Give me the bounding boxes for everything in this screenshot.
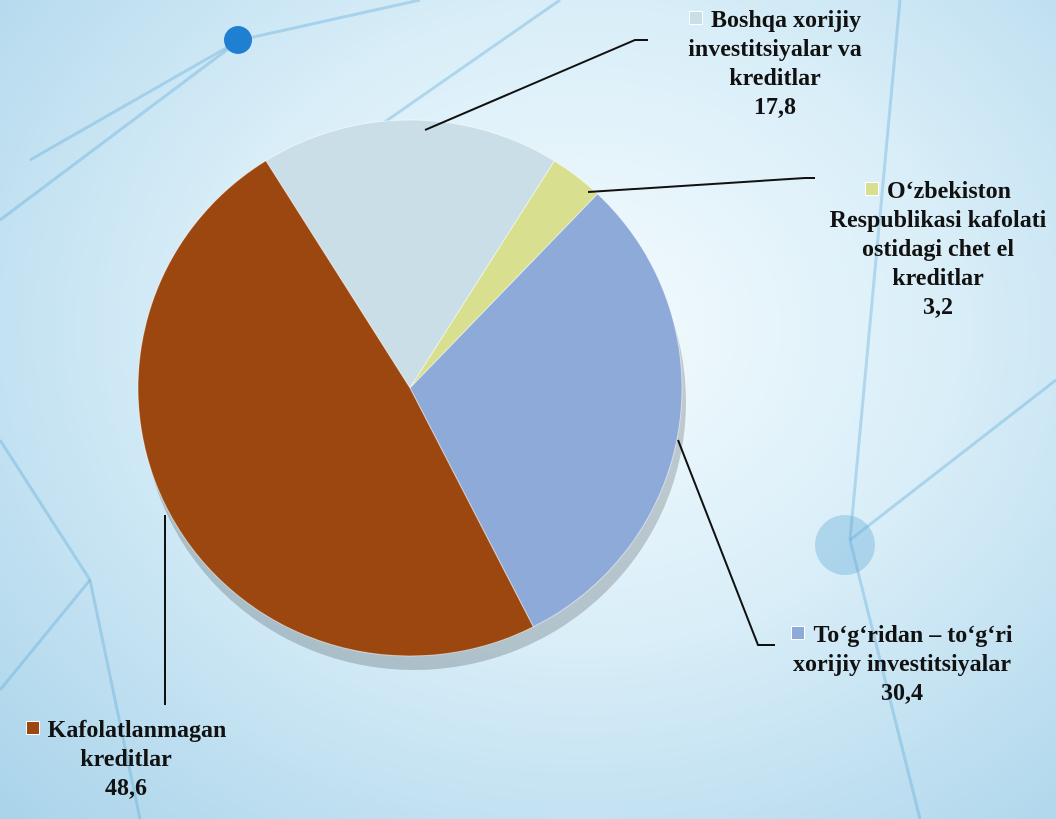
label-name: Kafolatlanmagan kreditlar xyxy=(10,716,242,774)
label-name: Boshqa xorijiy investitsiyalar va kredit… xyxy=(650,6,900,93)
legend-marker xyxy=(689,11,703,25)
page: {"chart_data":{"type":"pie", "categories… xyxy=(0,0,1056,819)
category-name: O‘zbekiston Respublikasi kafolati ostida… xyxy=(830,178,1047,291)
slice-label: Boshqa xorijiy investitsiyalar va kredit… xyxy=(650,6,900,122)
legend-marker xyxy=(791,626,805,640)
legend-marker xyxy=(26,721,40,735)
category-name: Boshqa xorijiy investitsiyalar va kredit… xyxy=(688,7,862,91)
category-name: To‘g‘ridan – to‘g‘ri xorijiy investitsiy… xyxy=(793,622,1013,677)
pie xyxy=(138,120,686,670)
background-node xyxy=(224,26,252,54)
slice-label: Kafolatlanmagan kreditlar 48,6 xyxy=(10,716,242,803)
slice-label: To‘g‘ridan – to‘g‘ri xorijiy investitsiy… xyxy=(782,621,1022,708)
background-node xyxy=(815,515,875,575)
value-label: 48,6 xyxy=(10,774,242,803)
label-name: O‘zbekiston Respublikasi kafolati ostida… xyxy=(820,177,1056,293)
legend-marker xyxy=(865,182,879,196)
value-label: 3,2 xyxy=(820,293,1056,322)
label-name: To‘g‘ridan – to‘g‘ri xorijiy investitsiy… xyxy=(782,621,1022,679)
slice-label: O‘zbekiston Respublikasi kafolati ostida… xyxy=(820,177,1056,322)
category-name: Kafolatlanmagan kreditlar xyxy=(48,717,227,772)
value-label: 30,4 xyxy=(782,679,1022,708)
value-label: 17,8 xyxy=(650,93,900,122)
